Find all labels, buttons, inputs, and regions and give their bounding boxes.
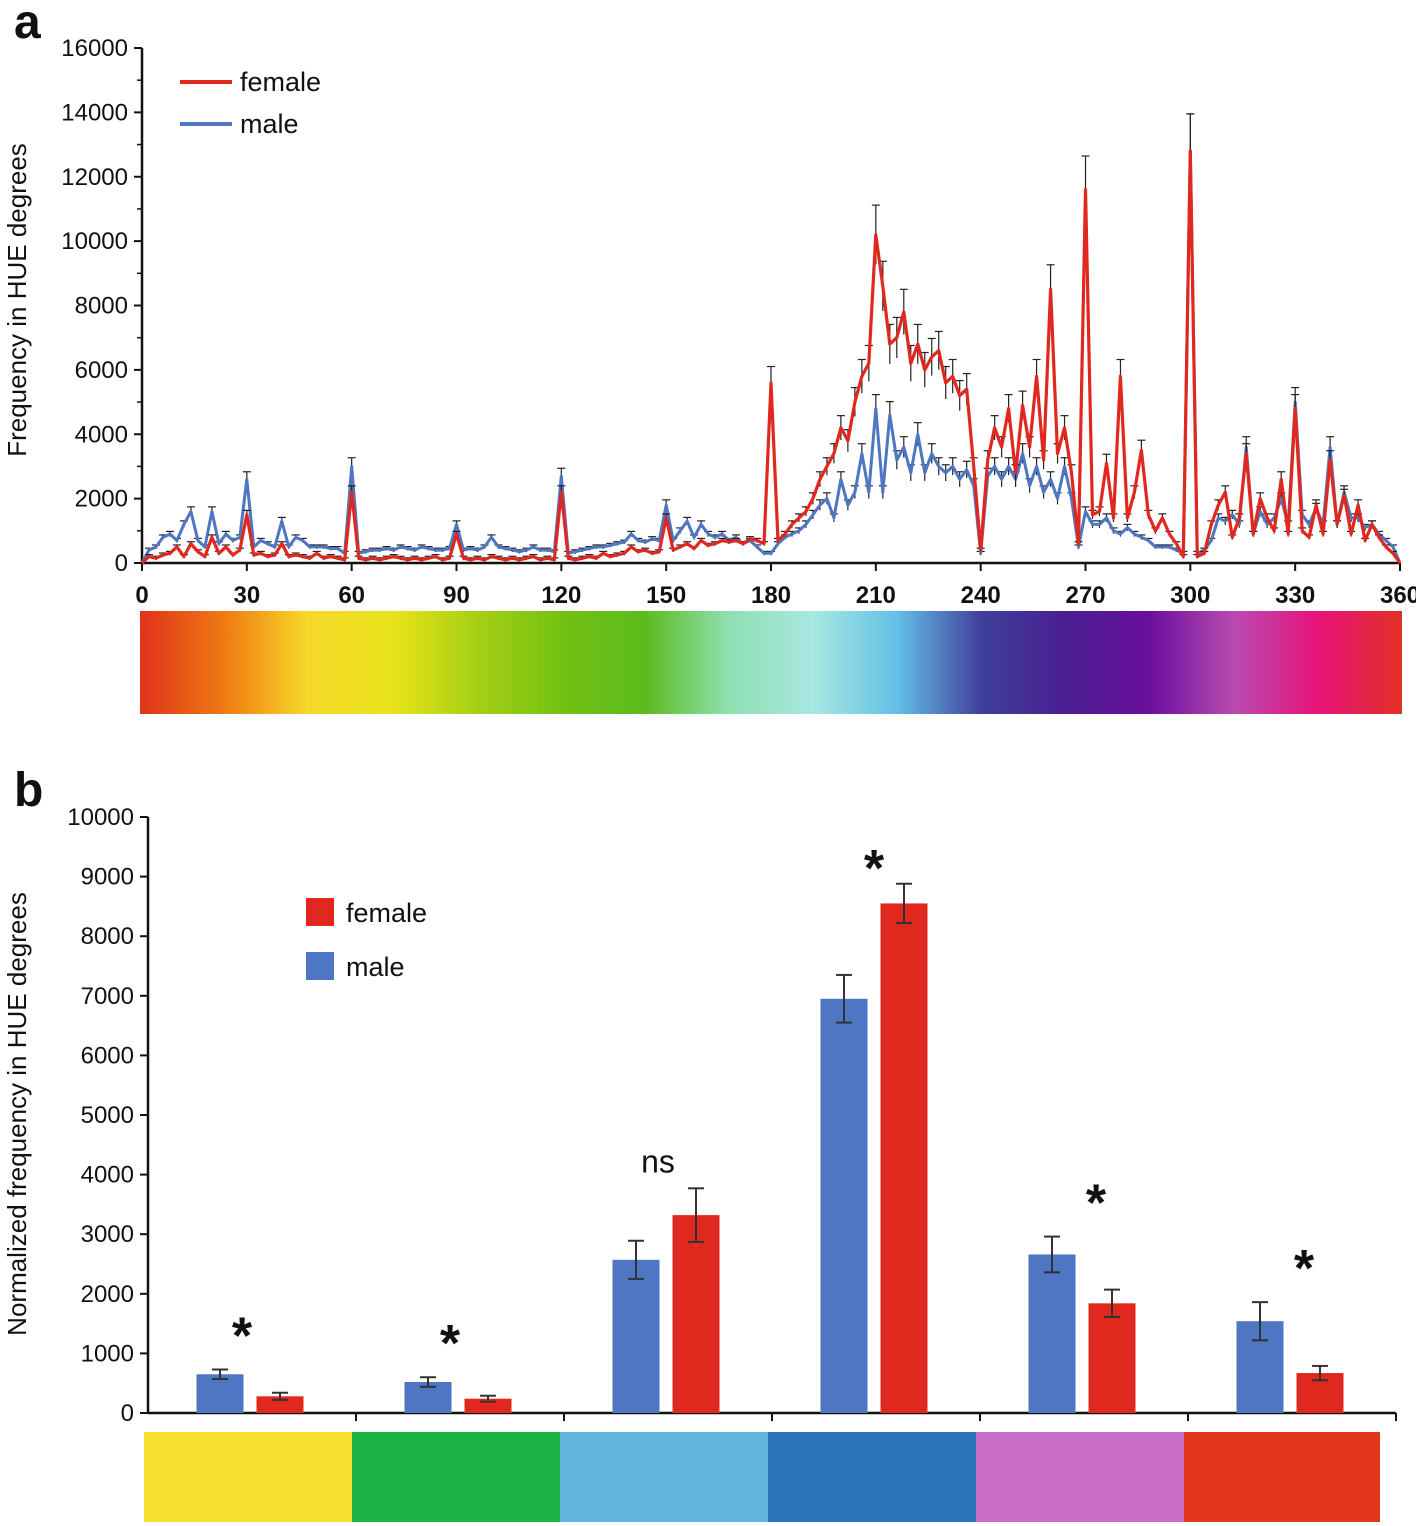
category-color-G bbox=[352, 1432, 561, 1522]
bar-female-B bbox=[880, 903, 928, 1413]
panel-a-x-tick-label: 30 bbox=[233, 582, 260, 609]
category-color-M bbox=[976, 1432, 1185, 1522]
panel-a-y-tick-label: 14000 bbox=[61, 99, 128, 126]
panel-a-y-tick-label: 0 bbox=[115, 550, 128, 577]
panel-b-y-tick-label: 9000 bbox=[81, 864, 134, 891]
bar-male-B bbox=[820, 998, 868, 1413]
legend-female-swatch bbox=[306, 898, 334, 926]
legend-male-swatch bbox=[306, 952, 334, 980]
panel-b-y-tick-label: 4000 bbox=[81, 1162, 134, 1189]
panel-b-y-tick-label: 1000 bbox=[81, 1340, 134, 1367]
panel-a-x-tick-label: 240 bbox=[961, 582, 1001, 609]
line-male bbox=[140, 149, 1402, 564]
panel-b-y-tick-label: 8000 bbox=[81, 923, 134, 950]
bar-female-M bbox=[1088, 1303, 1136, 1413]
legend-male-label-b: male bbox=[346, 952, 405, 982]
panel-a-y-tick-label: 6000 bbox=[75, 357, 128, 384]
significance-star: * bbox=[1294, 1240, 1315, 1298]
legend-female-label-b: female bbox=[346, 898, 427, 928]
bar-female-C bbox=[672, 1215, 720, 1413]
hue-gradient-bar bbox=[140, 611, 1402, 714]
panel-a: a Frequency in HUE degrees 0200040006000… bbox=[2, 0, 1416, 714]
panel-b-legend: female male bbox=[306, 898, 427, 982]
series-male bbox=[140, 113, 1402, 564]
panel-a-y-tick-label: 16000 bbox=[61, 35, 128, 62]
panel-a-x-tick-label: 360 bbox=[1380, 582, 1416, 609]
panel-b-y-tick-label: 10000 bbox=[67, 804, 134, 831]
panel-b-bars: * * ns * * * bbox=[196, 840, 1344, 1413]
category-group-M: * bbox=[1028, 1175, 1136, 1413]
significance-ns: ns bbox=[641, 1143, 675, 1179]
panel-b-y-tick-label: 3000 bbox=[81, 1221, 134, 1248]
panel-a-x-tick-label: 210 bbox=[856, 582, 896, 609]
panel-a-x-tick-label: 180 bbox=[751, 582, 791, 609]
panel-a-y-tick-label: 12000 bbox=[61, 164, 128, 191]
category-color-B bbox=[768, 1432, 977, 1522]
bar-male-C bbox=[612, 1259, 660, 1413]
bar-male-M bbox=[1028, 1254, 1076, 1413]
category-group-Y: * bbox=[196, 1307, 304, 1413]
category-color-Y bbox=[144, 1432, 353, 1522]
panel-b-y-tick-label: 7000 bbox=[81, 983, 134, 1010]
panel-a-x-tick-label: 330 bbox=[1275, 582, 1315, 609]
panel-a-x-tick-label: 150 bbox=[646, 582, 686, 609]
panel-a-y-axis-label: Frequency in HUE degrees bbox=[2, 143, 32, 457]
significance-star: * bbox=[1086, 1175, 1107, 1233]
panel-a-y-tick-label: 8000 bbox=[75, 293, 128, 320]
significance-star: * bbox=[864, 840, 885, 898]
panel-a-series bbox=[140, 113, 1402, 565]
panel-b-y-tick-label: 5000 bbox=[81, 1102, 134, 1129]
significance-star: * bbox=[440, 1315, 461, 1373]
panel-b-label: b bbox=[14, 764, 43, 817]
panel-a-axes: 0 2000 4000 6000 8000 10000 12000 14000 16000 0 30… bbox=[61, 35, 1416, 609]
panel-a-x-tick-label: 90 bbox=[443, 582, 470, 609]
significance-star: * bbox=[232, 1307, 253, 1365]
panel-b-y-tick-label: 2000 bbox=[81, 1281, 134, 1308]
legend-female-label: female bbox=[240, 67, 321, 97]
panel-a-x-tick-label: 60 bbox=[338, 582, 365, 609]
line-female bbox=[140, 149, 1402, 565]
category-color-strip bbox=[144, 1432, 1380, 1522]
panel-a-x-tick-label: 0 bbox=[135, 582, 148, 609]
legend-male-label: male bbox=[240, 109, 299, 139]
panel-a-x-tick-label: 120 bbox=[541, 582, 581, 609]
category-group-G: * bbox=[404, 1315, 512, 1413]
panel-b-axes: 0 1000 2000 3000 4000 5000 6000 7000 8000 9000 100… bbox=[67, 804, 1397, 1461]
bar-female-G bbox=[464, 1398, 512, 1413]
bar-female-Y bbox=[256, 1396, 304, 1413]
panel-a-label: a bbox=[14, 0, 41, 49]
category-group-B: * bbox=[820, 840, 928, 1413]
panel-b-y-axis-label: Normalized frequency in HUE degrees bbox=[2, 892, 32, 1336]
category-color-R bbox=[1184, 1432, 1380, 1522]
bar-male-Y bbox=[196, 1374, 244, 1413]
series-female bbox=[140, 113, 1402, 565]
category-group-C: ns bbox=[612, 1143, 720, 1413]
panel-a-y-tick-label: 4000 bbox=[75, 421, 128, 448]
panel-a-y-tick-label: 2000 bbox=[75, 486, 128, 513]
panel-a-x-tick-label: 300 bbox=[1170, 582, 1210, 609]
panel-b-y-tick-label: 0 bbox=[121, 1400, 134, 1427]
category-color-C bbox=[560, 1432, 769, 1522]
panel-a-x-tick-label: 270 bbox=[1065, 582, 1105, 609]
panel-b: b Normalized frequency in HUE degrees 0 1… bbox=[2, 764, 1397, 1522]
category-group-R: * bbox=[1236, 1240, 1344, 1413]
panel-a-legend: female male bbox=[180, 67, 321, 139]
panel-b-y-tick-label: 6000 bbox=[81, 1042, 134, 1069]
panel-a-y-tick-label: 10000 bbox=[61, 228, 128, 255]
